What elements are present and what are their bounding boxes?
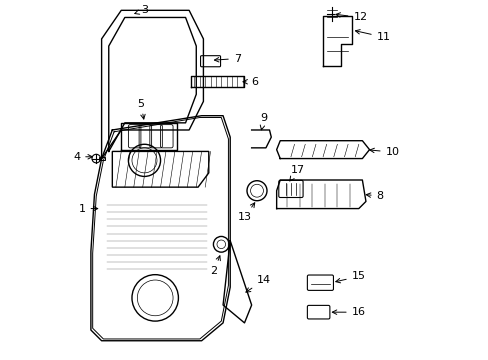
- Text: 10: 10: [369, 147, 399, 157]
- Text: 15: 15: [335, 271, 365, 283]
- Text: 1: 1: [79, 203, 98, 213]
- Text: 7: 7: [214, 54, 241, 64]
- Text: 11: 11: [355, 30, 390, 42]
- Text: 4: 4: [73, 152, 92, 162]
- Text: 2: 2: [210, 256, 220, 276]
- Text: 16: 16: [332, 307, 365, 317]
- Text: 12: 12: [335, 13, 367, 22]
- Text: 5: 5: [137, 99, 145, 119]
- Text: 17: 17: [289, 165, 305, 181]
- Text: 9: 9: [260, 113, 267, 130]
- Text: 14: 14: [245, 275, 270, 292]
- Text: 3: 3: [135, 5, 147, 15]
- Text: 13: 13: [237, 203, 254, 222]
- Text: 6: 6: [243, 77, 258, 87]
- Text: 8: 8: [366, 191, 383, 201]
